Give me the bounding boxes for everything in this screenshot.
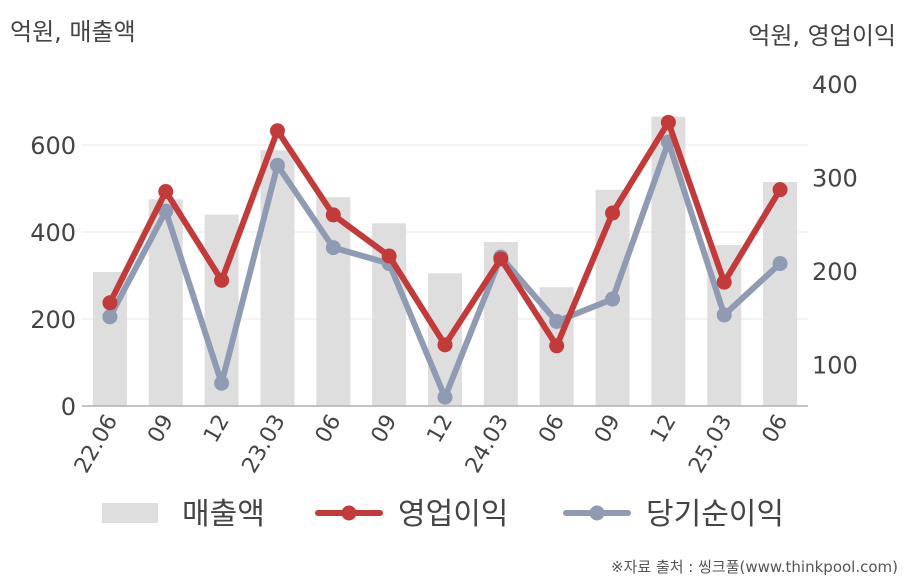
series-point-영업이익	[325, 207, 341, 223]
right-tick-label: 300	[812, 165, 858, 193]
series-point-당기순이익	[716, 307, 732, 323]
x-tick-label: 06	[311, 411, 347, 448]
legend-label: 영업이익	[398, 497, 508, 532]
bar-매출액	[260, 150, 295, 406]
series-point-영업이익	[716, 274, 732, 290]
series-point-영업이익	[102, 295, 118, 311]
bar-매출액	[763, 181, 798, 406]
series-point-당기순이익	[549, 313, 565, 329]
x-tick-label: 12	[423, 411, 459, 448]
x-tick-label: 23.03	[238, 411, 291, 478]
series-point-영업이익	[437, 337, 453, 353]
series-point-영업이익	[214, 272, 230, 288]
series-point-영업이익	[158, 184, 174, 200]
left-tick-label: 0	[61, 393, 76, 421]
legend-label: 당기순이익	[646, 497, 784, 532]
series-point-당기순이익	[325, 240, 341, 256]
series-point-영업이익	[381, 248, 397, 264]
series-point-영업이익	[493, 251, 509, 267]
series-point-당기순이익	[772, 256, 788, 272]
x-tick-label: 06	[758, 411, 794, 448]
right-tick-label: 100	[812, 352, 858, 380]
x-tick-label: 24.03	[461, 411, 514, 478]
series-point-영업이익	[772, 182, 788, 198]
x-tick-label: 25.03	[684, 411, 737, 478]
legend-marker-당기순이익	[589, 505, 605, 521]
series-point-당기순이익	[269, 157, 285, 173]
left-tick-label: 200	[30, 306, 76, 334]
series-point-영업이익	[605, 205, 621, 221]
legend-label: 매출액	[182, 497, 265, 532]
series-point-당기순이익	[605, 291, 621, 307]
right-tick-label: 200	[812, 258, 858, 286]
x-tick-label: 06	[534, 411, 570, 448]
source-note: ※자료 출처 : 씽크풀(www.thinkpool.com)	[610, 558, 898, 576]
left-axis-unit-label: 억원, 매출액	[10, 18, 136, 46]
series-point-당기순이익	[102, 309, 118, 325]
series-point-당기순이익	[214, 375, 230, 391]
x-tick-label: 12	[199, 411, 235, 448]
series-point-영업이익	[660, 114, 676, 130]
right-tick-label: 400	[812, 71, 858, 99]
legend-swatch-매출액	[102, 503, 158, 523]
series-point-영업이익	[269, 123, 285, 139]
left-tick-label: 600	[30, 132, 76, 160]
legend-marker-영업이익	[341, 505, 357, 521]
x-tick-label: 12	[646, 411, 682, 448]
series-point-영업이익	[549, 338, 565, 354]
x-tick-label: 09	[367, 411, 403, 448]
series-point-당기순이익	[437, 389, 453, 405]
right-axis-unit-label: 억원, 영업이익	[748, 22, 896, 50]
x-tick-label: 09	[590, 411, 626, 448]
x-tick-label: 22.06	[70, 411, 123, 478]
left-tick-label: 400	[30, 219, 76, 247]
series-point-당기순이익	[158, 203, 174, 219]
x-tick-label: 09	[143, 411, 179, 448]
